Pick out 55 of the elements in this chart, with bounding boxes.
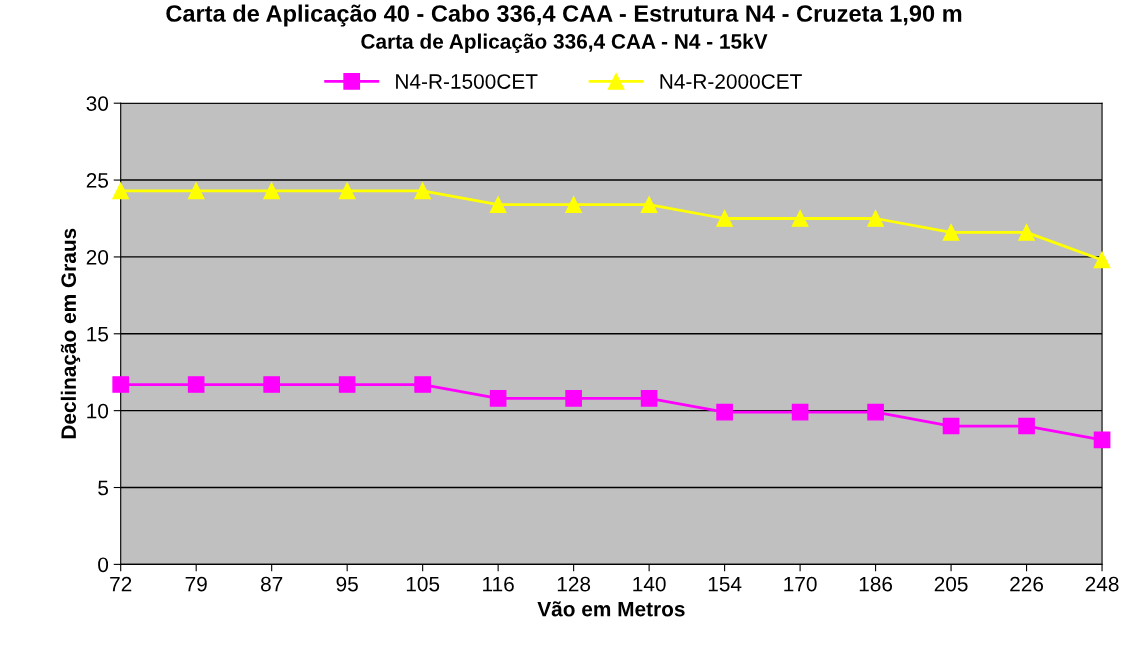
legend-label: N4-R-1500CET bbox=[396, 74, 538, 89]
x-tick-label: 128 bbox=[557, 576, 591, 592]
x-tick-label: 140 bbox=[633, 576, 666, 592]
point bbox=[791, 210, 809, 227]
point bbox=[187, 376, 205, 393]
point bbox=[565, 196, 582, 213]
x-axis-title: Vão em Metros bbox=[537, 601, 685, 617]
x-tick-label: 105 bbox=[406, 576, 440, 592]
y-tick-label: 30 bbox=[86, 96, 109, 111]
x-tick-label: 170 bbox=[784, 576, 817, 592]
chart-subtitle: Carta de Aplicação 336,4 CAA - N4 - 15kV bbox=[361, 33, 768, 53]
point bbox=[640, 196, 658, 213]
point bbox=[414, 182, 431, 200]
point bbox=[112, 376, 130, 393]
x-tick-label: 226 bbox=[1010, 576, 1044, 592]
point bbox=[338, 182, 356, 200]
point bbox=[263, 182, 281, 200]
x-tick-label: 79 bbox=[185, 576, 207, 592]
point bbox=[489, 390, 507, 407]
point bbox=[565, 390, 582, 407]
legend-label: N4-R-2000CET bbox=[660, 74, 802, 89]
point bbox=[187, 182, 205, 200]
y-axis-title: Declinação em Graus bbox=[60, 228, 81, 439]
y-tick-label: 15 bbox=[87, 327, 109, 342]
x-tick-label: 248 bbox=[1085, 576, 1119, 592]
point bbox=[263, 376, 281, 393]
x-tick-label: 116 bbox=[483, 576, 514, 592]
y-tick-label: 10 bbox=[87, 403, 109, 419]
point bbox=[1093, 251, 1111, 269]
point bbox=[716, 210, 733, 227]
x-tick-label: 95 bbox=[336, 576, 358, 592]
point bbox=[942, 417, 960, 435]
point bbox=[867, 403, 884, 421]
point bbox=[716, 403, 733, 421]
point bbox=[1093, 431, 1111, 449]
y-tick-label: 25 bbox=[86, 173, 109, 188]
x-tick-label: 72 bbox=[110, 576, 132, 592]
point bbox=[414, 376, 431, 393]
point bbox=[791, 403, 809, 421]
x-tick-label: 186 bbox=[859, 576, 893, 592]
y-tick-label: 20 bbox=[86, 249, 109, 265]
point bbox=[338, 376, 356, 393]
point bbox=[640, 390, 658, 407]
y-tick-label: 5 bbox=[98, 480, 109, 496]
point bbox=[867, 210, 884, 227]
x-tick-label: 154 bbox=[708, 576, 742, 592]
point bbox=[1018, 417, 1035, 435]
x-tick-label: 205 bbox=[934, 576, 968, 592]
point bbox=[489, 196, 507, 213]
chart-title: Carta de Aplicação 40 - Cabo 336,4 CAA - Estrutura N4 - Cruzeta 1,90 m bbox=[166, 4, 962, 27]
y-tick-label: 0 bbox=[98, 557, 109, 573]
point bbox=[942, 223, 960, 241]
point bbox=[1018, 223, 1035, 241]
x-tick-label: 87 bbox=[260, 576, 283, 592]
point bbox=[112, 182, 130, 200]
